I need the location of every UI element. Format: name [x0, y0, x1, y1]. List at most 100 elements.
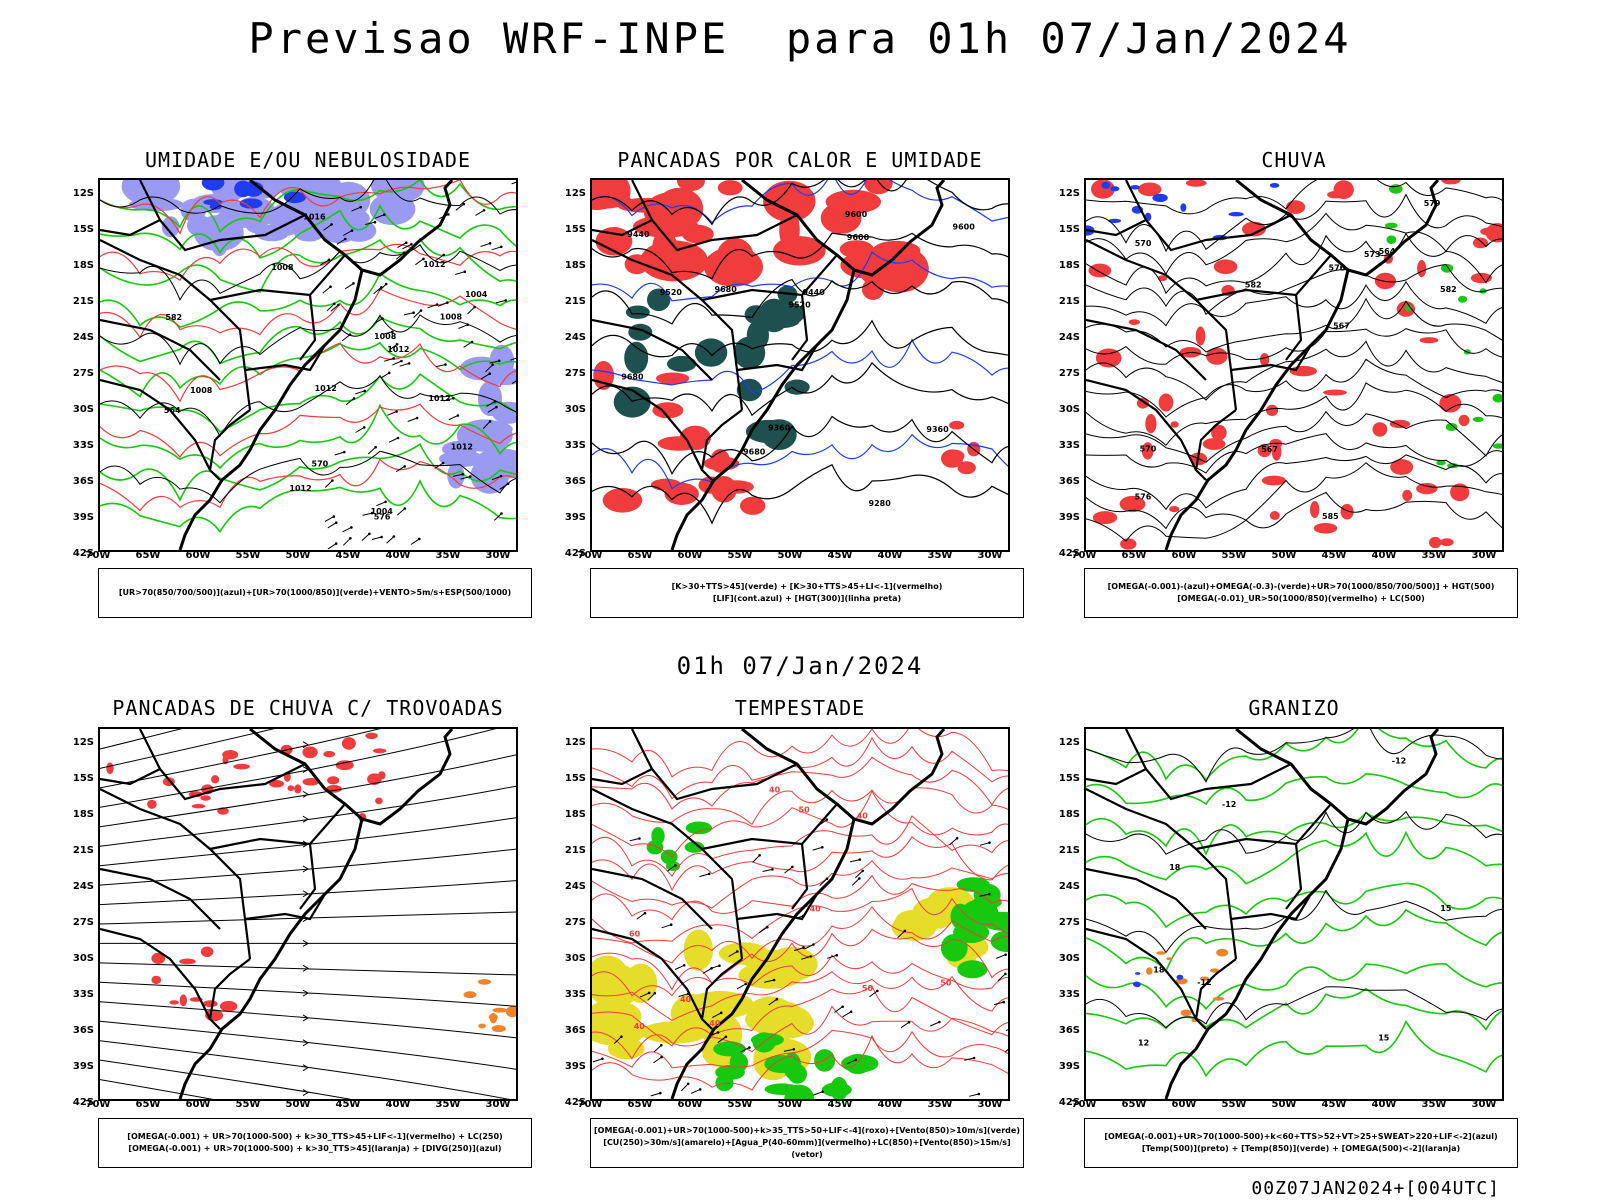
jet-area: [683, 929, 713, 971]
rain-area: [1458, 414, 1470, 427]
rain-area: [1269, 511, 1280, 520]
temp850-contour: [1086, 963, 1502, 1011]
wind-vector-head: [903, 929, 907, 933]
wind-vector-head: [802, 946, 805, 949]
lon-tick-label: 35W: [435, 550, 461, 561]
lon-tick-label: 70W: [1071, 550, 1097, 561]
wind-vector: [740, 1047, 750, 1053]
map-canvas: [100, 729, 516, 1099]
wind-vector: [435, 254, 444, 262]
wind-vector: [897, 930, 906, 939]
wind-vector-head: [858, 877, 861, 880]
state-border: [299, 294, 317, 361]
state-border: [592, 219, 653, 237]
wind-vector-head: [854, 1058, 858, 1062]
wind-vector: [680, 1083, 689, 1092]
rain-area: [1479, 288, 1487, 294]
contour-label: -12: [1222, 800, 1236, 809]
contour-label: 1016: [303, 212, 326, 221]
wind-vector-head: [682, 964, 686, 967]
hail-area: [1133, 981, 1140, 987]
lat-tick-label: 39S: [1058, 1061, 1080, 1072]
jet-area: [718, 942, 769, 965]
state-border: [736, 344, 818, 372]
storm-area: [179, 994, 187, 1007]
instability-area: [957, 461, 976, 475]
instability-area: [773, 236, 826, 266]
storm-area: [147, 799, 157, 809]
wind-vector-head: [403, 465, 407, 468]
lat-tick-label: 33S: [72, 440, 94, 451]
lat-tick-label: 18S: [564, 260, 586, 271]
lif-contour: [592, 338, 1008, 394]
wind-vector: [388, 343, 398, 351]
lat-tick-label: 15S: [1058, 224, 1080, 235]
map-canvas: 9680 9680 9680 9600 9600 9600 9520 9520 9440 9440…: [592, 180, 1008, 550]
rain-area: [1389, 419, 1411, 429]
rain-area: [1340, 503, 1354, 520]
storm-area: [463, 991, 477, 999]
stream-arrow: [302, 815, 309, 823]
lat-tick-label: 42S: [1058, 548, 1080, 559]
pressure-contour: [100, 450, 516, 504]
temp500-contour: [1086, 810, 1502, 855]
wind-vector-head: [405, 241, 408, 244]
contour-label: 1004: [371, 507, 394, 516]
rain-area: [1170, 421, 1179, 428]
state-border: [1086, 867, 1207, 930]
lon-tick-label: 60W: [1171, 550, 1197, 561]
pressure-contour: [100, 180, 516, 215]
instability-area: [944, 449, 965, 463]
wind-vector: [330, 304, 339, 312]
lat-tick-label: 24S: [72, 881, 94, 892]
temp850-contour: [1086, 772, 1502, 806]
storm-area: [323, 750, 336, 758]
wind-vector: [855, 870, 864, 879]
lon-tick-label: 70W: [85, 1099, 111, 1110]
wind-vector: [322, 286, 331, 294]
wind-vector-head: [716, 1031, 720, 1034]
wind-vector-head: [412, 311, 415, 314]
cloud-area: [239, 198, 263, 209]
wind-vector-head: [809, 955, 813, 958]
stream-arrow: [302, 1089, 309, 1096]
stream-arrow: [302, 940, 309, 947]
wind-vector-head: [461, 473, 465, 476]
instability-area: [740, 496, 766, 515]
map-canvas: -12 -12 -12 15 18 18 15 12: [1086, 729, 1502, 1099]
wind-vector-head: [825, 877, 829, 880]
wind-vector-head: [392, 535, 396, 538]
wind-vector-head: [493, 400, 497, 403]
storm-area: [179, 958, 196, 965]
wind-area: [715, 1074, 734, 1092]
contour-label: 9360: [768, 424, 791, 433]
wind-vector-head: [988, 892, 991, 896]
contour-label: 40: [709, 1019, 721, 1028]
jet-area: [640, 1021, 709, 1044]
wind-vector-head: [647, 991, 651, 995]
wind-area: [957, 960, 988, 979]
wind-vector: [327, 543, 337, 550]
cloud-area: [203, 199, 223, 206]
lat-tick-label: 24S: [564, 881, 586, 892]
wind-vector: [783, 1048, 794, 1052]
wind-area: [651, 827, 665, 845]
state-border: [1194, 958, 1237, 1030]
lon-tick-label: 65W: [135, 550, 161, 561]
rain-area: [1108, 218, 1122, 223]
water-vapor-contour: [592, 1034, 1008, 1091]
lat-tick-label: 27S: [72, 368, 94, 379]
streamline: [100, 729, 497, 808]
wind-vector-head: [395, 410, 398, 413]
rain-area: [1480, 227, 1498, 236]
rain-area: [1439, 538, 1454, 547]
storm-area: [335, 760, 354, 771]
wind-vector-head: [352, 282, 355, 285]
lon-tick-label: 40W: [385, 550, 411, 561]
rain-area: [1472, 416, 1484, 423]
state-border: [700, 409, 743, 481]
hgt300-contour: [592, 415, 1008, 476]
lif-contour: [592, 251, 1008, 302]
lon-tick-label: 50W: [1271, 550, 1297, 561]
wind-vector: [758, 926, 768, 934]
